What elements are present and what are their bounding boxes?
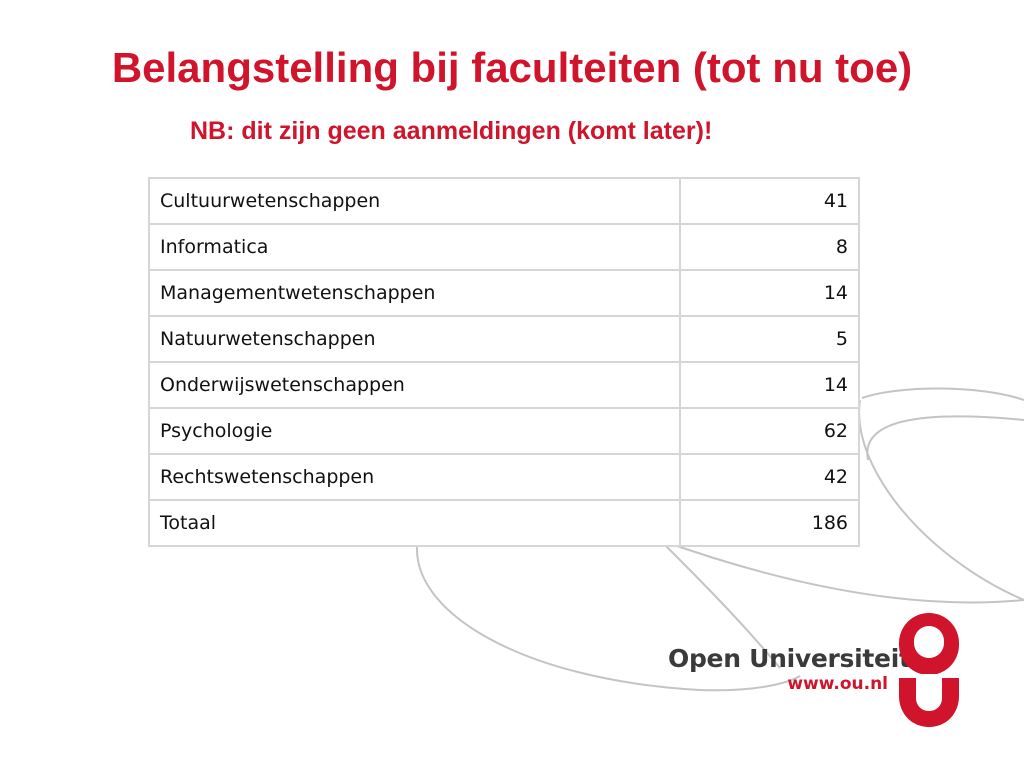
faculty-count-cell: 62 <box>678 407 861 455</box>
logo-url: www.ou.nl <box>787 674 888 694</box>
table-row: Informatica 8 <box>148 223 861 271</box>
table-row: Natuurwetenschappen 5 <box>148 315 861 363</box>
faculty-name-cell: Informatica <box>148 223 681 271</box>
faculty-name-cell: Onderwijswetenschappen <box>148 361 681 409</box>
faculty-count-cell: 14 <box>678 269 861 317</box>
faculty-name-cell: Cultuurwetenschappen <box>148 177 681 225</box>
logo-name: Open Universiteit <box>668 644 911 673</box>
table-row: Cultuurwetenschappen 41 <box>148 177 861 225</box>
faculty-count-cell: 8 <box>678 223 861 271</box>
faculty-name-cell: Natuurwetenschappen <box>148 315 681 363</box>
table-row: Rechtswetenschappen 42 <box>148 453 861 501</box>
faculty-name-cell: Psychologie <box>148 407 681 455</box>
faculty-name-cell: Rechtswetenschappen <box>148 453 681 501</box>
faculty-count-cell: 42 <box>678 453 861 501</box>
open-universiteit-logo: Open Universiteit www.ou.nl <box>660 612 970 732</box>
slide-title: Belangstelling bij faculteiten (tot nu t… <box>111 44 913 91</box>
faculty-count-cell: 14 <box>678 361 861 409</box>
slide-subtitle: NB: dit zijn geen aanmeldingen (komt lat… <box>190 117 713 145</box>
table-row: Onderwijswetenschappen 14 <box>148 361 861 409</box>
total-label-cell: Totaal <box>148 499 681 547</box>
faculty-count-cell: 5 <box>678 315 861 363</box>
ou-logo-mark-icon <box>899 613 959 727</box>
total-count-cell: 186 <box>678 499 861 547</box>
table-row: Psychologie 62 <box>148 407 861 455</box>
table-row-total: Totaal 186 <box>148 499 861 547</box>
table-row: Managementwetenschappen 14 <box>148 269 861 317</box>
faculty-interest-table: Cultuurwetenschappen 41 Informatica 8 Ma… <box>148 177 861 547</box>
faculty-name-cell: Managementwetenschappen <box>148 269 681 317</box>
faculty-count-cell: 41 <box>678 177 861 225</box>
